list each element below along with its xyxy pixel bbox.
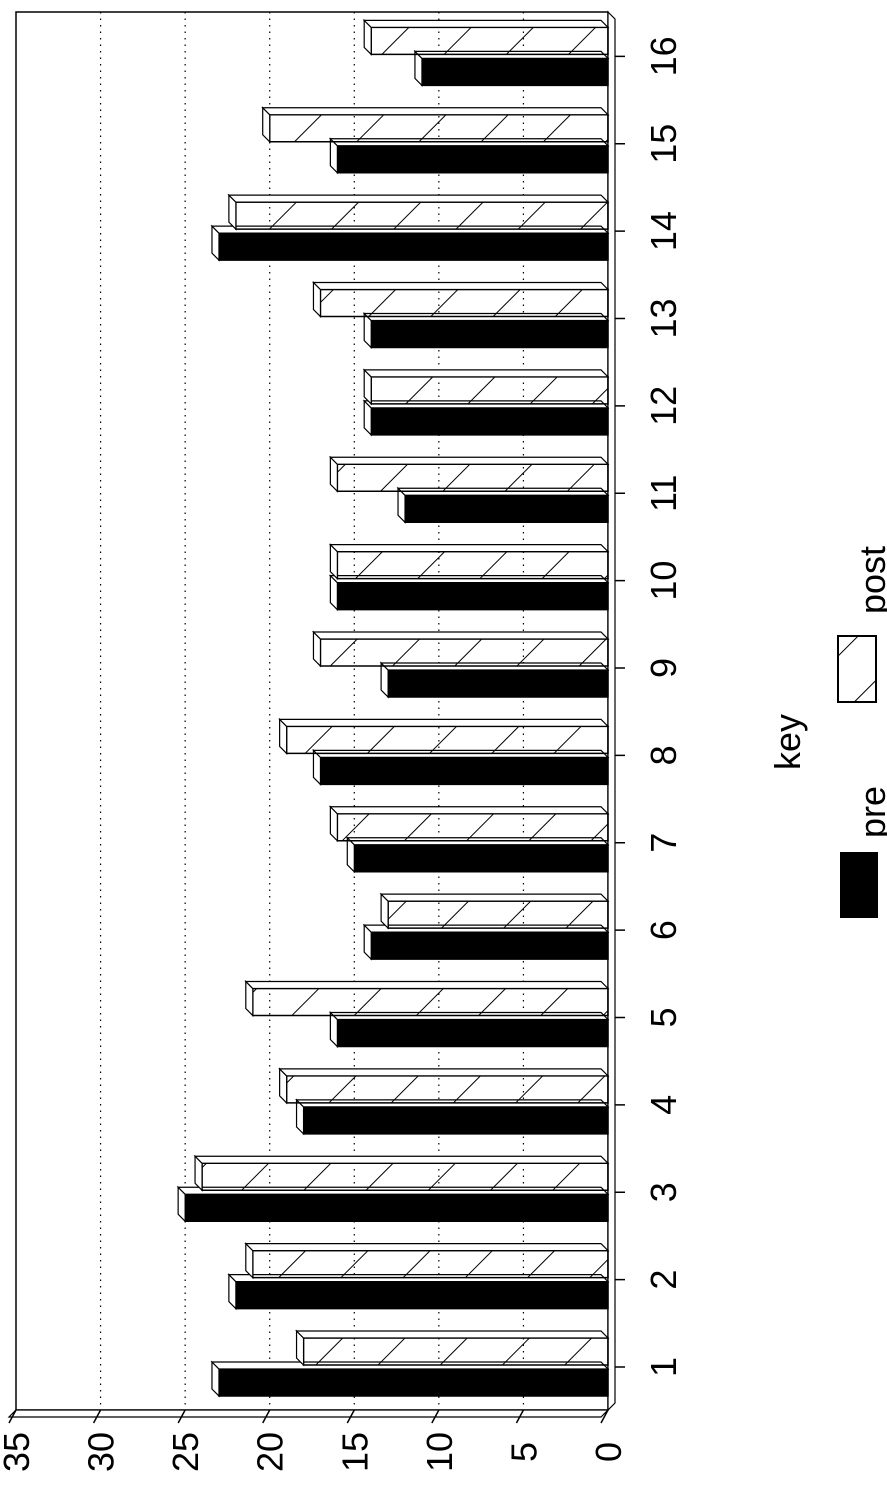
value-tick-label: 10 <box>419 1432 460 1472</box>
value-tick <box>177 1409 186 1424</box>
bar-pre <box>328 574 610 612</box>
value-tick-label: 0 <box>588 1442 629 1462</box>
category-label: 1 <box>643 1357 684 1377</box>
bar-post <box>244 980 610 1017</box>
category-label: 14 <box>643 211 684 251</box>
bar-post <box>312 281 610 318</box>
category-axis-base <box>607 10 616 1412</box>
bar-post <box>278 1067 610 1105</box>
bar-pre <box>413 49 610 87</box>
bar-post <box>362 368 610 406</box>
bar-pre <box>210 1360 610 1398</box>
value-tick-label: 15 <box>334 1432 375 1472</box>
value-tick <box>515 1409 525 1424</box>
bar-pre <box>210 224 610 262</box>
category-label: 16 <box>643 36 684 76</box>
category-label: 3 <box>643 1182 684 1202</box>
value-tick-label: 20 <box>250 1432 291 1472</box>
bar-post <box>227 193 610 231</box>
bar-pre <box>328 1011 610 1048</box>
bar-pre <box>362 399 610 437</box>
legend-swatch-post <box>837 635 877 703</box>
bar-post <box>278 717 610 755</box>
bar-post <box>328 805 610 843</box>
bar-post <box>328 543 610 581</box>
legend: key pre post <box>767 546 887 918</box>
bar-pre <box>362 923 610 961</box>
category-label: 15 <box>643 124 684 164</box>
bar-post <box>193 1154 610 1192</box>
category-label: 7 <box>643 833 684 853</box>
bar-pre <box>312 748 610 786</box>
category-label: 10 <box>643 561 684 601</box>
category-label: 6 <box>643 920 684 940</box>
bar-pre <box>379 661 610 699</box>
legend-label-post: post <box>852 546 887 614</box>
value-tick <box>92 1409 102 1424</box>
bar-pre <box>362 312 610 349</box>
bar-post <box>362 18 610 56</box>
bar-pre <box>396 486 610 524</box>
value-axis-tick-labels: 0 5 10 15 20 25 30 35 <box>0 1432 629 1472</box>
bar-post <box>244 1242 610 1280</box>
bar-post <box>261 106 610 144</box>
value-tick-label: 30 <box>81 1432 122 1472</box>
bar-pre <box>227 1273 610 1311</box>
category-label: 5 <box>643 1007 684 1027</box>
bar-pre <box>328 137 610 175</box>
legend-label-pre: pre <box>852 786 887 838</box>
value-tick <box>431 1409 440 1424</box>
value-tick-label: 35 <box>0 1432 37 1472</box>
value-tick-label: 25 <box>165 1432 206 1472</box>
bar-post <box>295 1329 610 1367</box>
value-tick <box>262 1409 271 1424</box>
bar-pre <box>176 1185 610 1223</box>
value-axis-floor <box>7 1409 610 1418</box>
bar-pre <box>295 1098 610 1136</box>
category-label: 12 <box>643 386 684 426</box>
category-label: 11 <box>643 475 684 512</box>
bar-post <box>312 630 610 668</box>
category-label: 4 <box>643 1095 684 1115</box>
plot-frame <box>7 10 625 1424</box>
category-label: 13 <box>643 298 684 338</box>
bar-post <box>379 892 610 930</box>
bars <box>176 18 610 1398</box>
category-label: 2 <box>643 1270 684 1290</box>
value-tick <box>600 1409 609 1424</box>
bar-pre <box>345 836 610 874</box>
value-tick <box>346 1409 355 1424</box>
category-label: 9 <box>643 658 684 678</box>
bar-post <box>328 455 610 493</box>
legend-title: key <box>767 714 808 770</box>
category-label: 8 <box>643 745 684 765</box>
value-tick <box>8 1409 17 1424</box>
legend-swatch-pre <box>840 852 878 918</box>
value-tick-label: 5 <box>503 1442 544 1462</box>
